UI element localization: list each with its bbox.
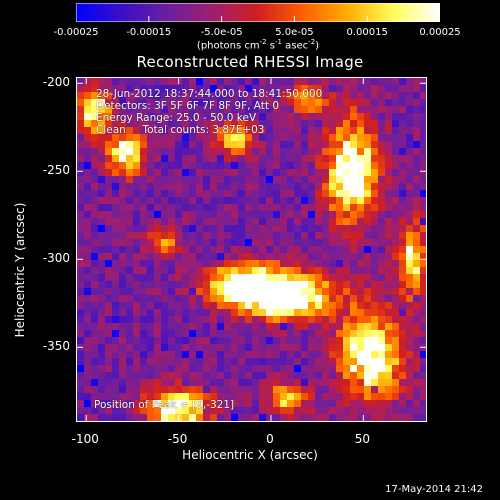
y-axis-label: Heliocentric Y (arcsec) xyxy=(13,202,27,338)
colorbar-tick-label: -5.0e-05 xyxy=(200,27,243,38)
observation-info: 28-Jun-2012 18:37:44.000 to 18:41:50.000… xyxy=(96,88,322,136)
y-tick-label: -350 xyxy=(42,339,70,354)
y-tick-label: -300 xyxy=(42,251,70,266)
colorbar-unit-label: (photons cm-2 s-1 asec-2) xyxy=(196,38,320,52)
rhessi-image-plot: 28-Jun-2012 18:37:44.000 to 18:41:50.000… xyxy=(76,77,427,422)
x-tick-label: -100 xyxy=(71,432,99,446)
colorbar-tick-label: 0.00025 xyxy=(419,27,461,38)
info-time-range: 28-Jun-2012 18:37:44.000 to 18:41:50.000 xyxy=(96,88,323,100)
x-tick-label: -50 xyxy=(167,432,188,446)
colorbar-tick-label: -0.00015 xyxy=(126,27,172,38)
colorbar xyxy=(76,3,440,22)
x-axis-label: Heliocentric X (arcsec) xyxy=(182,448,318,462)
render-timestamp: 17-May-2014 21:42 xyxy=(385,484,483,495)
peak-position: Position of Peak = [9,-321] xyxy=(94,399,235,411)
info-detectors: Detectors: 3F 5F 6F 7F 8F 9F, Att 0 xyxy=(96,100,280,112)
colorbar-tick-label: -0.00025 xyxy=(53,27,99,38)
x-tick-label: 0 xyxy=(266,432,274,446)
y-tick-label: -250 xyxy=(42,163,70,178)
info-total-counts: Clean Total counts: 3.87E+03 xyxy=(96,124,265,136)
y-tick-label: -200 xyxy=(42,75,70,90)
intensity-map xyxy=(77,78,426,421)
colorbar-gradient xyxy=(76,3,440,22)
colorbar-tick-label: 0.00015 xyxy=(346,27,388,38)
image-title: Reconstructed RHESSI Image xyxy=(136,53,364,71)
x-tick-label: 50 xyxy=(354,432,370,446)
colorbar-tick-label: 5.0e-05 xyxy=(275,27,314,38)
info-energy-range: Energy Range: 25.0 - 50.0 keV xyxy=(96,112,257,124)
